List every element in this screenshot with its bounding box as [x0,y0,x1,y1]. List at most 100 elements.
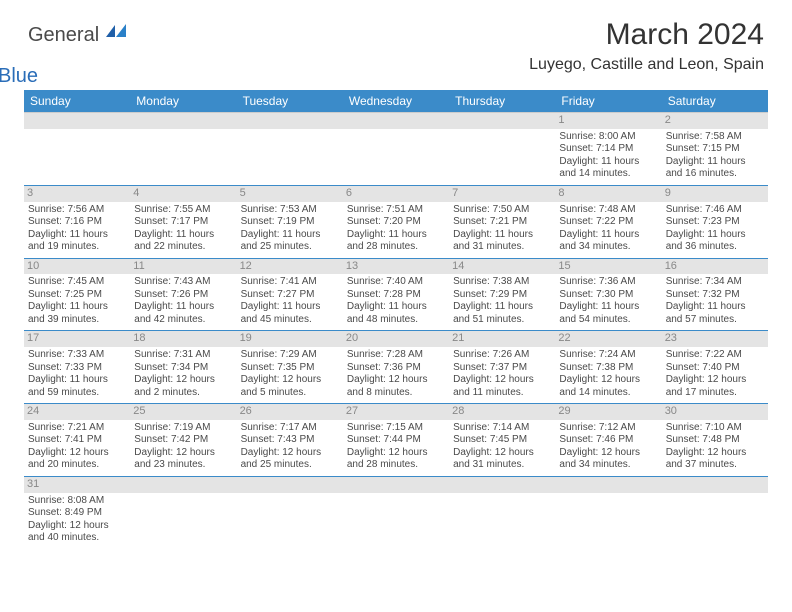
calendar-cell: 19Sunrise: 7:29 AMSunset: 7:35 PMDayligh… [237,331,343,404]
cell-line: Sunrise: 7:21 AM [28,422,126,435]
cell-line: and 40 minutes. [28,532,126,545]
cell-line: Daylight: 11 hours [666,156,764,169]
calendar-cell [343,113,449,186]
cell-line: Daylight: 12 hours [559,374,657,387]
calendar-cell: 12Sunrise: 7:41 AMSunset: 7:27 PMDayligh… [237,258,343,331]
cell-line: Sunset: 7:26 PM [134,289,232,302]
calendar-cell [343,476,449,548]
cell-line: Sunrise: 7:33 AM [28,349,126,362]
day-number [24,113,130,129]
cell-line: Sunset: 7:28 PM [347,289,445,302]
cell-line: and 17 minutes. [666,387,764,400]
cell-line: and 42 minutes. [134,314,232,327]
cell-line: Sunset: 7:27 PM [241,289,339,302]
cell-line: Sunset: 7:29 PM [453,289,551,302]
calendar-cell [237,113,343,186]
cell-line: Sunset: 7:22 PM [559,216,657,229]
day-number: 4 [130,186,236,202]
day-number: 24 [24,404,130,420]
cell-line: Sunset: 7:36 PM [347,362,445,375]
cell-line: Sunrise: 7:10 AM [666,422,764,435]
calendar-cell: 6 Sunrise: 7:51 AMSunset: 7:20 PMDaylight… [343,185,449,258]
day-number [343,477,449,493]
day-number: 26 [237,404,343,420]
cell-line: Daylight: 11 hours [559,301,657,314]
cell-line: and 34 minutes. [559,459,657,472]
cell-line: Sunrise: 7:28 AM [347,349,445,362]
cell-line: and 5 minutes. [241,387,339,400]
calendar-cell: 22Sunrise: 7:24 AMSunset: 7:38 PMDayligh… [555,331,661,404]
day-number: 15 [555,259,661,275]
cell-line: and 39 minutes. [28,314,126,327]
calendar-body: 1Sunrise: 8:00 AMSunset: 7:14 PMDaylight… [24,113,768,549]
cell-line: Daylight: 11 hours [666,301,764,314]
cell-line: Sunset: 7:32 PM [666,289,764,302]
cell-line: and 20 minutes. [28,459,126,472]
cell-line: Sunset: 7:20 PM [347,216,445,229]
title-block: March 2024 Luyego, Castille and Leon, Sp… [529,18,764,74]
calendar-cell: 23Sunrise: 7:22 AMSunset: 7:40 PMDayligh… [662,331,768,404]
day-number: 14 [449,259,555,275]
cell-line: Sunset: 7:19 PM [241,216,339,229]
calendar-cell [24,113,130,186]
calendar-table: SundayMondayTuesdayWednesdayThursdayFrid… [24,90,768,549]
calendar-cell: 27Sunrise: 7:15 AMSunset: 7:44 PMDayligh… [343,404,449,477]
cell-line: Sunrise: 8:08 AM [28,495,126,508]
day-number: 23 [662,331,768,347]
cell-line: Sunset: 7:38 PM [559,362,657,375]
cell-line: and 28 minutes. [347,459,445,472]
cell-line: Sunrise: 7:51 AM [347,204,445,217]
day-number: 9 [662,186,768,202]
day-number [237,113,343,129]
weekday-header: Tuesday [237,90,343,113]
cell-line: Sunset: 7:41 PM [28,434,126,447]
cell-line: and 25 minutes. [241,241,339,254]
cell-line: and 45 minutes. [241,314,339,327]
logo-blue: Blue [0,65,38,87]
day-number: 6 [343,186,449,202]
page-title: March 2024 [529,18,764,52]
cell-line: and 57 minutes. [666,314,764,327]
cell-line: Daylight: 11 hours [347,229,445,242]
weekday-header: Wednesday [343,90,449,113]
cell-line: Daylight: 11 hours [666,229,764,242]
cell-line: Sunrise: 7:22 AM [666,349,764,362]
cell-line: and 14 minutes. [559,387,657,400]
cell-line: Sunrise: 7:53 AM [241,204,339,217]
day-number [449,113,555,129]
cell-line: Daylight: 12 hours [453,374,551,387]
weekday-header: Thursday [449,90,555,113]
cell-line: Daylight: 12 hours [666,374,764,387]
calendar-head: SundayMondayTuesdayWednesdayThursdayFrid… [24,90,768,113]
day-number [555,477,661,493]
calendar-cell: 17Sunrise: 7:33 AMSunset: 7:33 PMDayligh… [24,331,130,404]
cell-line: and 25 minutes. [241,459,339,472]
cell-line: Sunset: 7:15 PM [666,143,764,156]
logo: General Blue [28,24,128,70]
cell-line: Sunrise: 7:17 AM [241,422,339,435]
cell-line: Daylight: 11 hours [134,301,232,314]
cell-line: Sunrise: 7:40 AM [347,276,445,289]
cell-line: Sunrise: 7:41 AM [241,276,339,289]
header: General Blue March 2024 Luyego, Castille… [0,0,792,82]
cell-line: Sunset: 7:45 PM [453,434,551,447]
cell-line: Sunrise: 7:12 AM [559,422,657,435]
cell-line: Daylight: 11 hours [453,229,551,242]
cell-line: Sunset: 8:49 PM [28,507,126,520]
cell-line: Daylight: 12 hours [241,374,339,387]
cell-line: Sunrise: 7:36 AM [559,276,657,289]
cell-line: Daylight: 11 hours [28,229,126,242]
cell-line: Sunset: 7:21 PM [453,216,551,229]
cell-line: Daylight: 12 hours [347,447,445,460]
calendar-cell [662,476,768,548]
calendar-cell: 20Sunrise: 7:28 AMSunset: 7:36 PMDayligh… [343,331,449,404]
calendar-cell: 26Sunrise: 7:17 AMSunset: 7:43 PMDayligh… [237,404,343,477]
cell-line: Sunrise: 7:48 AM [559,204,657,217]
calendar-cell [555,476,661,548]
calendar-cell [449,476,555,548]
cell-line: Sunrise: 7:31 AM [134,349,232,362]
day-number: 28 [449,404,555,420]
day-number: 30 [662,404,768,420]
cell-line: Daylight: 11 hours [134,229,232,242]
calendar-cell: 4Sunrise: 7:55 AMSunset: 7:17 PMDaylight… [130,185,236,258]
